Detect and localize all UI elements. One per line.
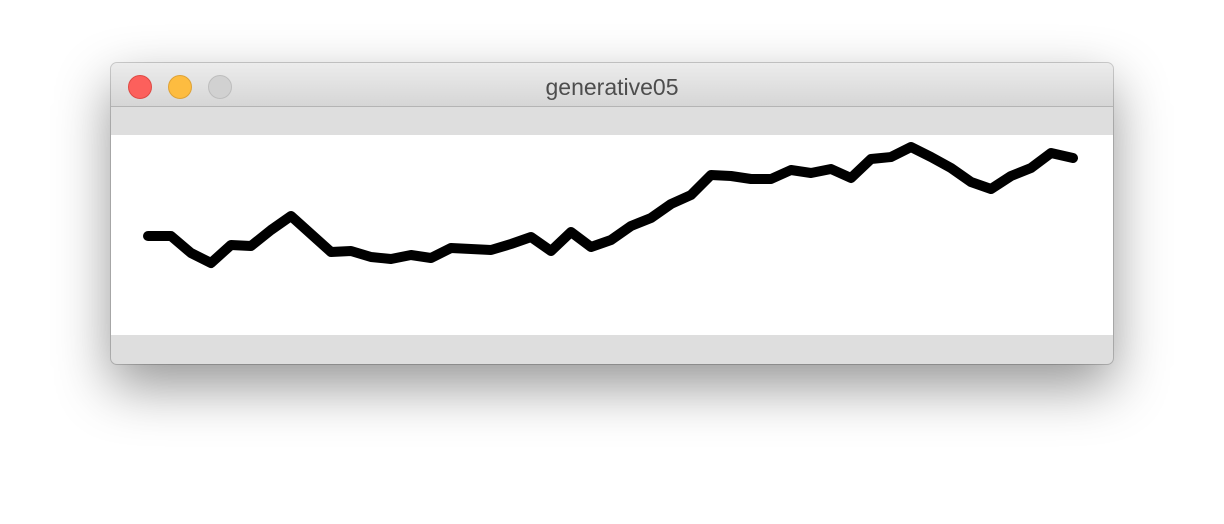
close-window-button[interactable] — [128, 75, 152, 99]
window-title: generative05 — [545, 74, 679, 100]
title-bar[interactable]: generative05 — [111, 63, 1113, 107]
app-window: generative05 — [111, 63, 1113, 364]
sketch-drawing — [143, 142, 1078, 268]
sketch-canvas[interactable] — [111, 135, 1113, 335]
random-walk-line — [143, 142, 1078, 268]
zoom-window-button[interactable] — [208, 75, 232, 99]
minimize-window-button[interactable] — [168, 75, 192, 99]
